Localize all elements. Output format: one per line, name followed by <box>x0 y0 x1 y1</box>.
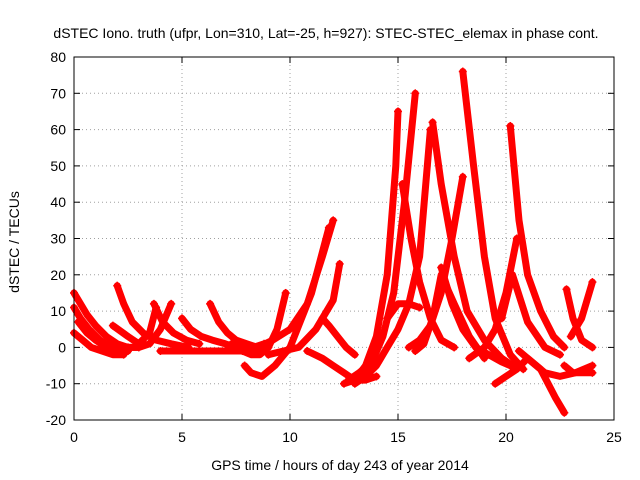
y-tick-label: -20 <box>46 412 66 428</box>
series-arc27 <box>437 264 514 370</box>
marker-arc8-end <box>195 339 204 348</box>
y-tick-label: 20 <box>50 267 66 283</box>
x-tick-label: 10 <box>282 429 298 445</box>
series-arc5 <box>113 282 192 351</box>
marker-arc35-end <box>588 368 597 377</box>
y-axis-label: dSTEC / TECUs <box>6 191 22 293</box>
marker-arc35-start <box>560 361 569 370</box>
marker-arc8-start <box>149 299 158 308</box>
series-arc22 <box>383 300 424 322</box>
marker-arc33-start <box>514 347 523 356</box>
marker-arc20-start <box>344 376 353 385</box>
marker-arc16-start <box>264 350 273 359</box>
series-arc28 <box>459 68 527 373</box>
x-tick-label: 5 <box>178 429 186 445</box>
x-tick-label: 20 <box>498 429 514 445</box>
marker-arc19-start <box>340 379 348 388</box>
plot-frame <box>73 56 615 421</box>
y-tick-label: 60 <box>50 122 66 138</box>
y-tick-label: 40 <box>50 194 66 210</box>
y-tick-label: 50 <box>50 158 66 174</box>
marker-arc24-start <box>404 343 413 352</box>
series-arc4 <box>74 318 132 355</box>
x-tick-labels: 0 5 10 15 20 25 <box>70 429 622 445</box>
y-tick-label: 30 <box>50 231 66 247</box>
y-tick-labels: -20 -10 0 10 20 30 40 50 60 70 80 <box>46 49 66 428</box>
marker-arc15-end <box>329 216 338 225</box>
x-tick-label: 0 <box>70 429 78 445</box>
x-tick-label: 15 <box>390 429 406 445</box>
data-series <box>70 67 597 417</box>
marker-arc22-start <box>383 314 392 323</box>
marker-arc32-start <box>497 314 506 323</box>
y-tick-label: 0 <box>58 339 66 355</box>
marker-arc36-end <box>588 278 597 287</box>
marker-arc11-start <box>156 347 165 356</box>
y-tick-label: 70 <box>50 85 66 101</box>
marker-arc5-start <box>113 281 122 290</box>
marker-arc4-start <box>74 317 83 326</box>
series-arc23 <box>398 180 458 351</box>
marker-arc34-start <box>562 285 571 294</box>
marker-arc7-end <box>167 299 176 308</box>
y-tick-label: -10 <box>46 376 66 392</box>
marker-arc20-end <box>411 89 420 98</box>
y-tick-label: 10 <box>50 303 66 319</box>
marker-arc13-end <box>281 288 290 297</box>
marker-arc14-start <box>240 361 249 370</box>
marker-arc23-start <box>398 180 407 189</box>
marker-arc31-end <box>560 343 569 352</box>
marker-arc13-start <box>238 347 247 356</box>
marker-arc15-start <box>253 343 262 352</box>
marker-arc30-end <box>560 408 569 417</box>
marker-arc17-start <box>318 314 327 323</box>
marker-arc19-end <box>394 107 402 116</box>
series-arc17 <box>318 314 359 359</box>
series-arc9 <box>178 314 240 351</box>
y-tick-label: 80 <box>50 49 66 65</box>
marker-arc12-start <box>227 339 236 348</box>
series-arc13 <box>239 289 290 359</box>
marker-arc22-end <box>415 303 424 312</box>
marker-arc29-start <box>465 354 474 363</box>
series-arc31 <box>506 122 568 351</box>
marker-arc7-start <box>124 343 132 352</box>
chart-title: dSTEC Iono. truth (ufpr, Lon=310, Lat=-2… <box>53 25 598 41</box>
marker-arc6-start <box>108 321 117 330</box>
marker-arc23-end <box>450 343 459 352</box>
series-arc16 <box>264 260 344 359</box>
marker-arc34-end <box>588 343 597 352</box>
marker-arc30-start <box>491 379 500 388</box>
series-arc20 <box>344 89 419 384</box>
marker-arc10-start <box>206 299 215 308</box>
marker-arc28-start <box>458 67 467 76</box>
x-tick-label: 25 <box>606 429 622 445</box>
marker-arc27-end <box>506 361 515 370</box>
marker-arc18-end <box>372 372 381 381</box>
marker-arc17-end <box>350 350 359 359</box>
series-arc36 <box>567 278 596 340</box>
marker-arc33-end <box>588 361 597 370</box>
marker-arc26-start <box>428 118 437 127</box>
marker-arc36-start <box>566 332 575 341</box>
series-arc32 <box>498 271 564 359</box>
marker-arc32-end <box>556 350 564 359</box>
marker-arc25-start <box>411 347 420 356</box>
marker-arc27-start <box>437 263 446 272</box>
marker-arc24-end <box>458 172 467 181</box>
series-arc8 <box>150 300 203 348</box>
series-arc15 <box>254 216 337 351</box>
marker-arc21-start <box>350 379 359 388</box>
marker-arc9-start <box>178 314 186 323</box>
x-axis-label: GPS time / hours of day 243 of year 2014 <box>211 457 469 473</box>
series-arc3 <box>70 329 128 359</box>
marker-arc31-start <box>506 121 515 130</box>
marker-arc16-end <box>335 259 344 268</box>
marker-arc18-start <box>303 347 312 356</box>
